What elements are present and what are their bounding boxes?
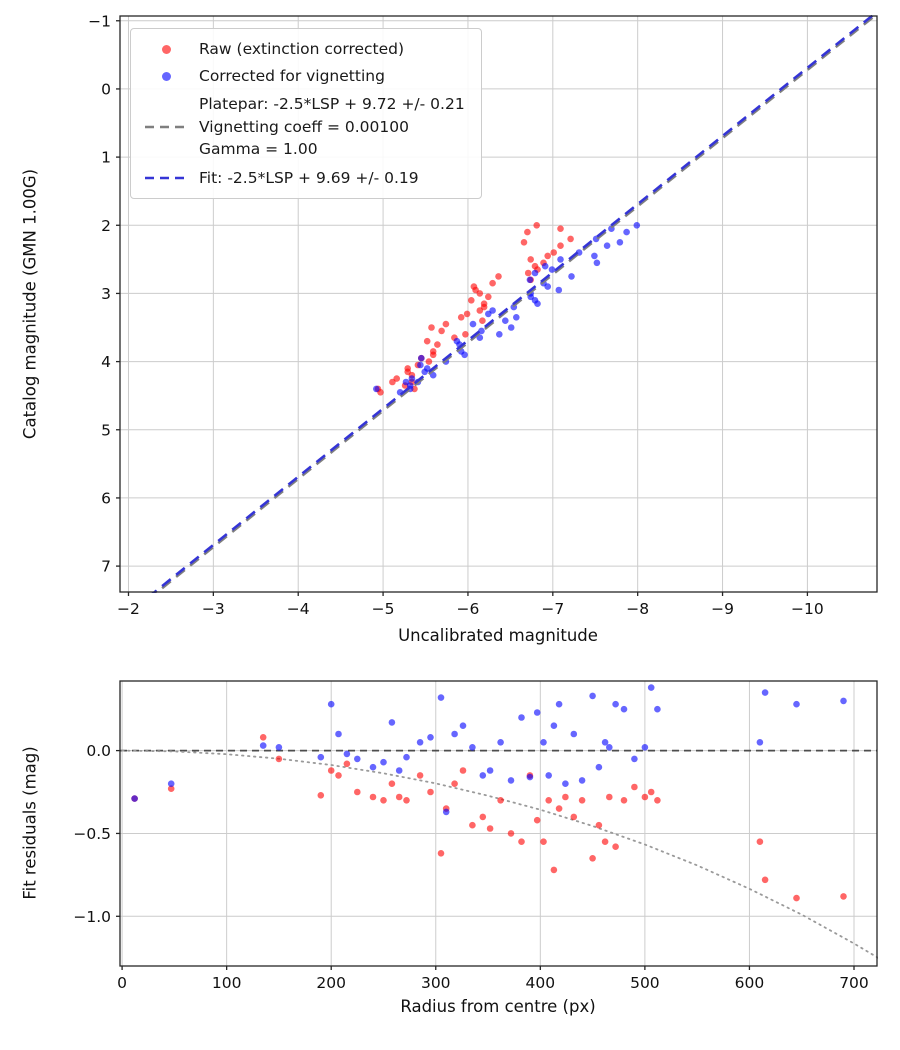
svg-text:4: 4 bbox=[101, 353, 111, 371]
legend-item-platepar: Platepar: -2.5*LSP + 9.72 +/- 0.21 Vigne… bbox=[143, 93, 465, 160]
svg-text:−0.5: −0.5 bbox=[73, 825, 111, 843]
platepar-dash-icon bbox=[143, 121, 189, 133]
svg-text:400: 400 bbox=[526, 974, 556, 992]
svg-text:−5: −5 bbox=[372, 600, 395, 618]
svg-text:−4: −4 bbox=[287, 600, 310, 618]
raw-dot-icon bbox=[143, 44, 189, 54]
top-x-axis-label: Uncalibrated magnitude bbox=[398, 626, 598, 645]
bottom-y-axis-label: Fit residuals (mag) bbox=[20, 746, 40, 900]
vignetting-curve bbox=[121, 749, 878, 959]
bottom-x-axis-label: Radius from centre (px) bbox=[400, 997, 596, 1016]
svg-text:−1.0: −1.0 bbox=[73, 908, 111, 926]
svg-text:6: 6 bbox=[101, 489, 111, 507]
svg-text:100: 100 bbox=[212, 974, 242, 992]
svg-text:−2: −2 bbox=[117, 600, 140, 618]
plot-border bbox=[119, 15, 878, 593]
svg-text:−1: −1 bbox=[88, 12, 111, 30]
svg-text:0: 0 bbox=[117, 974, 127, 992]
svg-text:−9: −9 bbox=[711, 600, 734, 618]
plot-border bbox=[119, 680, 878, 967]
svg-text:−7: −7 bbox=[541, 600, 564, 618]
svg-text:−3: −3 bbox=[202, 600, 225, 618]
platepar-line-1: Platepar: -2.5*LSP + 9.72 +/- 0.21 bbox=[199, 95, 465, 114]
svg-text:−8: −8 bbox=[626, 600, 649, 618]
legend-corrected-label: Corrected for vignetting bbox=[199, 67, 385, 86]
corrected-scatter bbox=[373, 222, 641, 396]
residuals-chart: 0 100 200 300 400 500 600 700 0.0 −0.5 −1.0 bbox=[73, 680, 878, 992]
svg-text:3: 3 bbox=[101, 285, 111, 303]
corrected-residual-scatter bbox=[131, 684, 847, 816]
legend-platepar-label: Platepar: -2.5*LSP + 9.72 +/- 0.21 Vigne… bbox=[199, 93, 465, 160]
raw-residual-scatter bbox=[131, 734, 847, 902]
legend-item-fit: Fit: -2.5*LSP + 9.69 +/- 0.19 bbox=[143, 168, 465, 188]
platepar-line-2: Vignetting coeff = 0.00100 bbox=[199, 117, 409, 136]
svg-text:−10: −10 bbox=[791, 600, 824, 618]
svg-text:300: 300 bbox=[421, 974, 451, 992]
svg-text:1: 1 bbox=[101, 149, 111, 167]
svg-text:700: 700 bbox=[839, 974, 869, 992]
legend-item-raw: Raw (extinction corrected) bbox=[143, 39, 465, 59]
svg-text:2: 2 bbox=[101, 217, 111, 235]
svg-text:−6: −6 bbox=[457, 600, 480, 618]
tick-labels: 0 100 200 300 400 500 600 700 0.0 −0.5 −1.0 bbox=[73, 742, 868, 992]
top-y-axis-label: Catalog magnitude (GMN 1.00G) bbox=[20, 168, 40, 440]
svg-text:0: 0 bbox=[101, 80, 111, 98]
svg-text:600: 600 bbox=[735, 974, 765, 992]
legend-item-corrected: Corrected for vignetting bbox=[143, 66, 465, 86]
fit-dash-icon bbox=[143, 172, 189, 184]
legend-raw-label: Raw (extinction corrected) bbox=[199, 40, 405, 58]
svg-text:500: 500 bbox=[630, 974, 660, 992]
legend: Raw (extinction corrected) Corrected for… bbox=[130, 28, 482, 199]
platepar-line-3: Gamma = 1.00 bbox=[199, 140, 318, 159]
svg-text:200: 200 bbox=[316, 974, 346, 992]
svg-text:5: 5 bbox=[101, 421, 111, 439]
legend-fit-label: Fit: -2.5*LSP + 9.69 +/- 0.19 bbox=[199, 168, 419, 187]
corrected-dot-icon bbox=[143, 71, 189, 81]
svg-text:7: 7 bbox=[101, 558, 111, 576]
svg-text:0.0: 0.0 bbox=[86, 742, 111, 760]
